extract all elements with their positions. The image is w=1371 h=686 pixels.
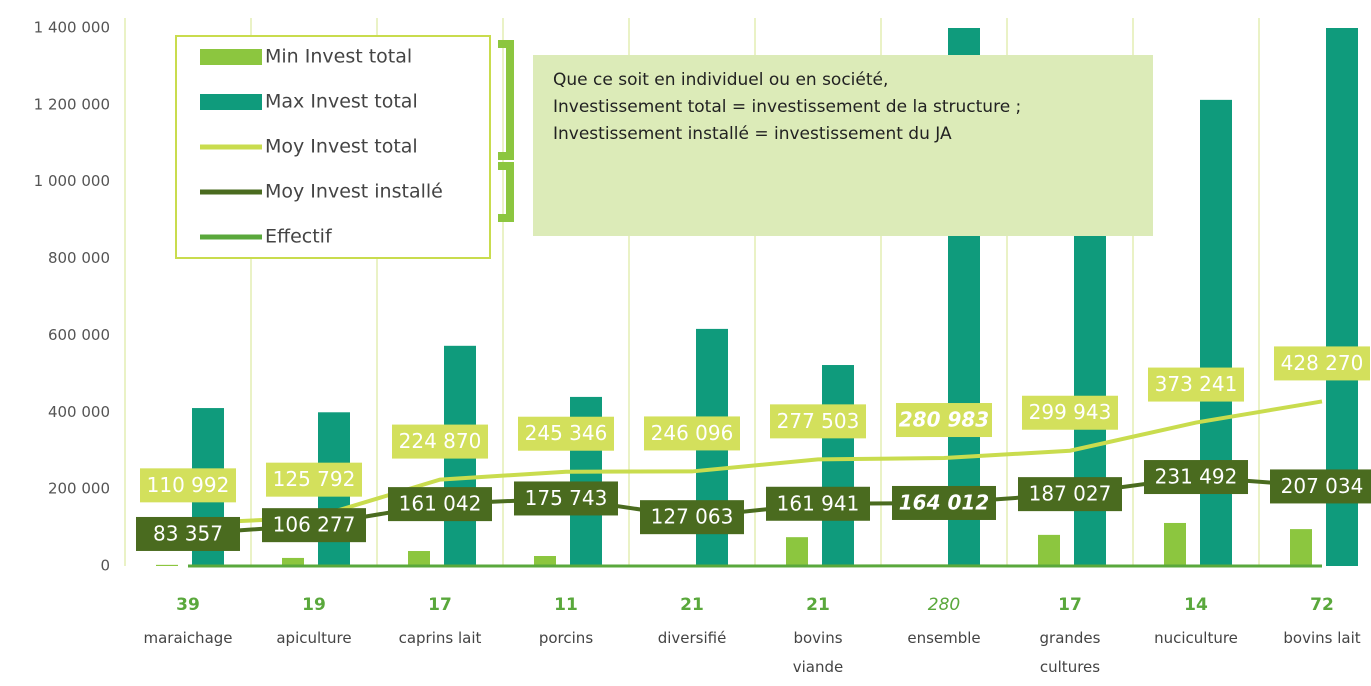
value-label: 187 027 xyxy=(1029,482,1112,506)
x-tick-label: maraichage xyxy=(143,629,233,647)
value-label-box xyxy=(644,416,740,451)
annotation-line: Investissement total = investissement de… xyxy=(553,97,1022,117)
value-label-box xyxy=(262,508,366,543)
bar xyxy=(156,564,178,566)
line xyxy=(187,475,1323,536)
value-label: 83 357 xyxy=(153,521,223,545)
x-tick-label: bovins lait xyxy=(1283,629,1361,647)
value-label: 161 941 xyxy=(777,491,860,515)
value-label-box xyxy=(388,487,492,522)
legend-swatch xyxy=(200,49,262,65)
value-label: 246 096 xyxy=(651,421,734,445)
effectif-label: 72 xyxy=(1310,595,1334,615)
x-tick-label: porcins xyxy=(538,629,594,647)
value-label-box xyxy=(1270,469,1371,504)
value-label-box xyxy=(140,468,236,503)
effectif-label: 19 xyxy=(302,595,326,615)
value-label-box xyxy=(1144,460,1248,495)
value-label-box xyxy=(1148,367,1244,402)
x-tick-label: ensemble xyxy=(907,629,981,647)
annotation: Que ce soit en individuel ou en société,… xyxy=(533,55,1153,236)
value-label-box xyxy=(896,403,992,438)
value-label-box xyxy=(392,424,488,459)
line xyxy=(187,399,1323,526)
value-label: 280 983 xyxy=(899,408,989,432)
value-label: 373 241 xyxy=(1155,372,1238,396)
annotation-line: Investissement installé = investissement… xyxy=(553,124,952,144)
bar xyxy=(822,365,854,566)
x-tick-label: diversifié xyxy=(657,629,727,647)
value-label: 207 034 xyxy=(1281,474,1364,498)
bracket xyxy=(498,40,514,160)
value-label: 245 346 xyxy=(525,421,608,445)
value-label: 106 277 xyxy=(273,513,356,537)
value-label-box xyxy=(892,485,996,520)
y-tick-label: 0 xyxy=(100,557,110,575)
annotation-line: Que ce soit en individuel ou en société, xyxy=(553,70,889,90)
bar xyxy=(282,557,304,566)
legend-label: Effectif xyxy=(265,226,333,248)
value-label: 277 503 xyxy=(777,409,860,433)
y-tick-label: 600 000 xyxy=(48,326,110,344)
x-tick-label: apiculture xyxy=(276,629,352,647)
effectif-label: 21 xyxy=(680,595,704,615)
y-tick-label: 400 000 xyxy=(48,403,110,421)
value-label-box xyxy=(770,404,866,439)
bar xyxy=(1290,529,1312,566)
legend-label: Max Invest total xyxy=(265,91,418,113)
y-tick-label: 1 000 000 xyxy=(34,172,110,190)
x-tick-label: caprins lait xyxy=(398,629,482,647)
value-label-box xyxy=(766,486,870,521)
bar xyxy=(1038,534,1060,566)
value-label: 164 012 xyxy=(899,490,989,514)
value-label-box xyxy=(640,500,744,535)
effectif-label: 39 xyxy=(176,595,200,615)
bar xyxy=(786,537,808,566)
effectif-label: 17 xyxy=(428,595,452,615)
x-tick-label: nuciculture xyxy=(1154,629,1238,647)
value-label-box xyxy=(1018,477,1122,512)
bracket xyxy=(498,162,514,222)
value-label: 127 063 xyxy=(651,505,734,529)
bar xyxy=(1164,522,1186,566)
value-label-box xyxy=(1022,395,1118,430)
y-tick-label: 1 400 000 xyxy=(34,19,110,37)
y-tick-label: 1 200 000 xyxy=(34,95,110,113)
legend-label: Moy Invest installé xyxy=(265,181,443,203)
effectif-label: 21 xyxy=(806,595,830,615)
value-label: 428 270 xyxy=(1281,351,1364,375)
value-label-box xyxy=(514,481,618,516)
bar xyxy=(408,551,430,566)
effectif-label: 14 xyxy=(1184,595,1208,615)
value-label-box xyxy=(1274,346,1370,381)
effectif-label: 17 xyxy=(1058,595,1082,615)
legend-label: Min Invest total xyxy=(265,46,412,68)
effectif-label: 11 xyxy=(554,595,578,615)
value-label: 231 492 xyxy=(1155,465,1238,489)
value-label-box xyxy=(266,462,362,497)
bar xyxy=(534,556,556,566)
value-label: 161 042 xyxy=(399,492,482,516)
effectif-label: 280 xyxy=(927,595,961,615)
value-label: 125 792 xyxy=(273,467,356,491)
y-tick-label: 200 000 xyxy=(48,480,110,498)
value-label: 175 743 xyxy=(525,486,608,510)
bar xyxy=(1200,99,1232,567)
legend-swatch xyxy=(200,94,262,110)
value-label-box xyxy=(518,416,614,451)
value-label-box xyxy=(136,516,240,551)
y-tick-label: 800 000 xyxy=(48,249,110,267)
x-tick-label: bovins viande xyxy=(792,629,844,676)
value-label: 299 943 xyxy=(1029,400,1112,424)
x-tick-label: grandes cultures xyxy=(1039,629,1101,676)
value-label: 110 992 xyxy=(147,473,230,497)
legend-label: Moy Invest total xyxy=(265,136,418,158)
value-label: 224 870 xyxy=(399,429,482,453)
